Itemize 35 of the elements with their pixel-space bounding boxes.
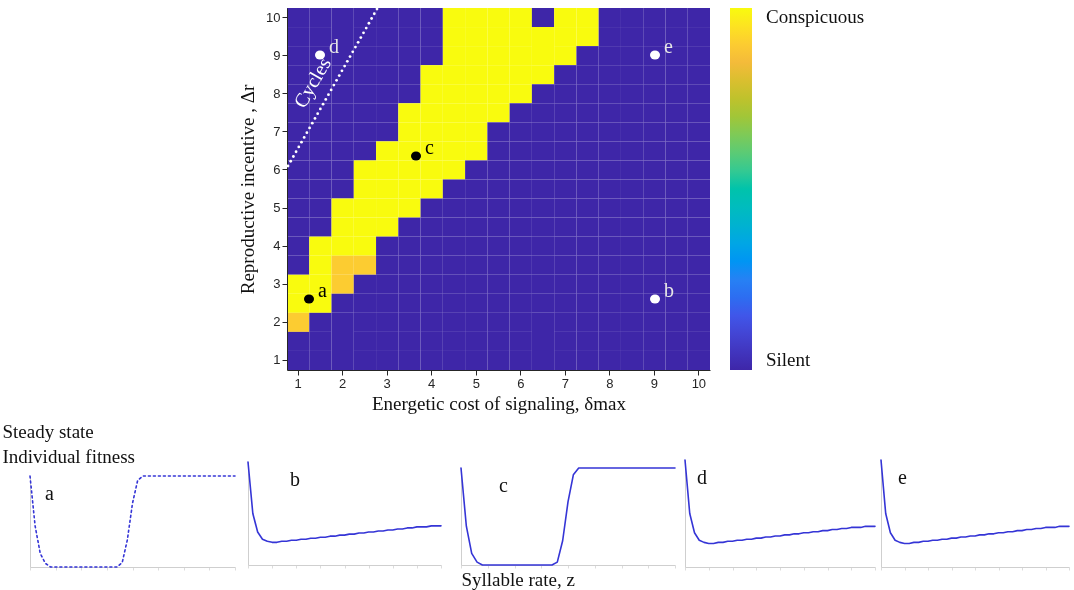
x-tick-label: 5 bbox=[472, 375, 480, 391]
x-tick-label: 8 bbox=[606, 375, 614, 391]
x-tick-label: 9 bbox=[650, 375, 658, 391]
y-tick-label: 2 bbox=[273, 314, 281, 330]
x-tick-label: 6 bbox=[517, 375, 525, 391]
annotation: e bbox=[664, 35, 673, 57]
annotation: c bbox=[499, 474, 508, 496]
annotation: e bbox=[898, 466, 907, 488]
x-axis-title: Energetic cost of signaling, δmax bbox=[372, 392, 627, 414]
y-tick-label: 4 bbox=[273, 238, 281, 254]
annotation: b bbox=[290, 468, 300, 490]
y-tick-label: 10 bbox=[266, 9, 281, 25]
y-tick-label: 8 bbox=[273, 85, 281, 101]
y-axis-title: Steady state Individual fitness bbox=[2, 420, 135, 467]
annotation: b bbox=[664, 279, 674, 301]
y-tick-label: 6 bbox=[273, 161, 281, 177]
annotation: c bbox=[425, 136, 434, 158]
x-tick-label: 1 bbox=[294, 375, 302, 391]
x-tick-label: 3 bbox=[383, 375, 391, 391]
y-tick-label: 3 bbox=[273, 276, 281, 292]
x-axis-title: Syllable rate, z bbox=[461, 569, 575, 590]
annotation: a bbox=[45, 482, 54, 504]
x-tick-label: 2 bbox=[339, 375, 347, 391]
y-tick-label: 5 bbox=[273, 200, 281, 216]
x-tick-label: 7 bbox=[561, 375, 569, 391]
y-tick-label: 9 bbox=[273, 47, 281, 63]
annotation: d bbox=[697, 466, 707, 488]
y-tick-label: 1 bbox=[273, 352, 281, 368]
y-axis-title: Reproductive incentive , Δr bbox=[237, 84, 259, 295]
x-tick-label: 4 bbox=[428, 375, 436, 391]
color-bar-label: Silent bbox=[766, 349, 812, 370]
x-tick-label: 10 bbox=[691, 375, 707, 391]
y-tick-label: 7 bbox=[273, 123, 281, 139]
annotation: a bbox=[318, 279, 327, 301]
color-bar-label: Conspicuous bbox=[766, 6, 865, 27]
